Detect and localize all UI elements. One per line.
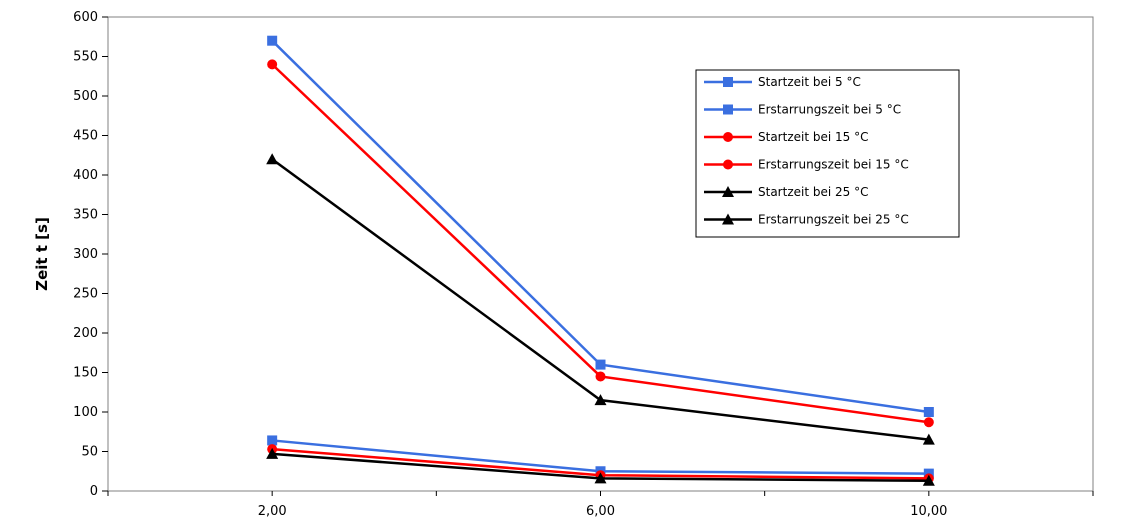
series-layer — [266, 35, 935, 486]
y-tick-label: 450 — [73, 129, 98, 144]
data-point — [594, 472, 607, 484]
x-tick-label: 10,00 — [910, 504, 947, 519]
x-axis: 2,00 6,00 10,00 — [107, 491, 1094, 519]
data-point — [594, 394, 607, 406]
y-tick-label: 200 — [73, 326, 98, 341]
legend-label: Startzeit bei 5 °C — [758, 75, 861, 89]
y-tick-label: 250 — [73, 287, 98, 302]
legend-item: Startzeit bei 15 °C — [704, 130, 868, 144]
legend-label: Erstarrungszeit bei 15 °C — [758, 158, 909, 172]
series-6 — [266, 447, 935, 486]
y-axis-title: Zeit t [s] — [33, 217, 51, 291]
data-point — [267, 35, 278, 46]
data-point — [266, 153, 279, 165]
legend: Startzeit bei 5 °C Erstarrungszeit bei 5 … — [695, 69, 960, 238]
legend-marker — [722, 213, 734, 225]
y-tick-label: 300 — [73, 247, 98, 262]
data-point — [267, 59, 278, 70]
series-3 — [267, 59, 934, 428]
y-tick-label: 400 — [73, 168, 98, 183]
legend-marker — [723, 77, 733, 87]
y-tick-label: 50 — [81, 445, 98, 460]
y-tick-label: 100 — [73, 405, 98, 420]
series-5 — [266, 153, 935, 445]
data-point — [923, 407, 934, 417]
y-tick-label: 350 — [73, 208, 98, 223]
legend-marker — [722, 186, 734, 197]
data-point — [266, 447, 279, 459]
legend-marker — [723, 104, 733, 115]
y-tick-label: 600 — [73, 10, 98, 25]
y-tick-label: 550 — [73, 50, 98, 65]
y-axis: 0 50 100 150 200 250 300 350 400 450 500 550 600 — [73, 10, 108, 499]
legend-box — [695, 69, 960, 238]
data-point — [595, 359, 606, 370]
x-tick-label: 6,00 — [586, 504, 615, 519]
legend-label: Erstarrungszeit bei 5 °C — [758, 103, 901, 117]
data-point — [922, 474, 935, 486]
series-1 — [267, 35, 934, 417]
data-point — [923, 417, 934, 428]
data-point — [595, 371, 606, 382]
legend-label: Startzeit bei 15 °C — [758, 130, 868, 144]
legend-marker — [723, 159, 733, 170]
legend-item: Erstarrungszeit bei 25 °C — [704, 213, 909, 227]
legend-item: Startzeit bei 5 °C — [704, 75, 861, 89]
data-point — [922, 433, 935, 445]
y-tick-label: 150 — [73, 366, 98, 381]
legend-marker — [723, 132, 733, 142]
x-tick-label: 2,00 — [258, 504, 287, 519]
legend-item: Erstarrungszeit bei 15 °C — [704, 158, 909, 172]
legend-item: Startzeit bei 25 °C — [704, 185, 868, 199]
legend-label: Erstarrungszeit bei 25 °C — [758, 213, 909, 227]
y-tick-label: 0 — [90, 484, 98, 499]
y-tick-label: 500 — [73, 89, 98, 104]
legend-label: Startzeit bei 25 °C — [758, 185, 868, 199]
legend-item: Erstarrungszeit bei 5 °C — [704, 103, 901, 117]
data-point — [267, 435, 278, 446]
